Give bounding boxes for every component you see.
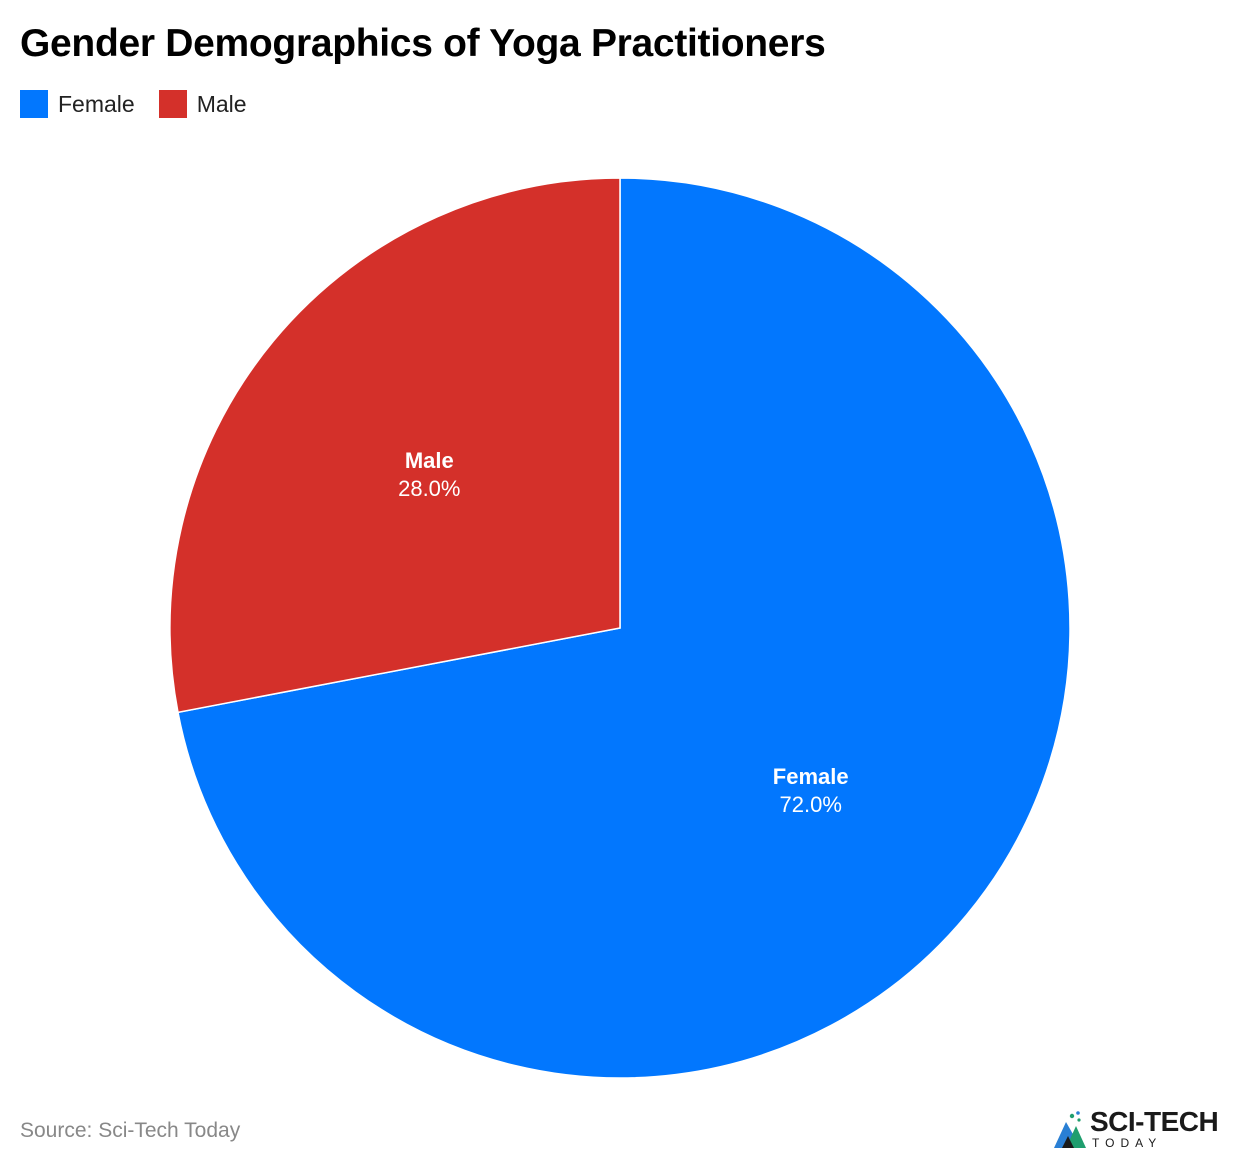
source-note: Source: Sci-Tech Today — [20, 1119, 241, 1142]
slice-label-female: Female — [773, 764, 849, 789]
legend-label-male: Male — [196, 90, 247, 117]
legend-swatch-male — [158, 90, 187, 118]
brand-name: SCI-TECH — [1090, 1106, 1219, 1137]
pie-slice-male — [169, 177, 621, 714]
slice-value-male: 28.0% — [398, 476, 460, 501]
pie-slice-female — [177, 177, 1071, 1079]
chart-title: Gender Demographics of Yoga Practitioner… — [20, 22, 826, 65]
slice-value-female: 72.0% — [780, 792, 842, 817]
legend: Female Male — [20, 90, 247, 118]
legend-item-female: Female — [20, 90, 135, 118]
legend-item-male: Male — [158, 90, 247, 118]
brand-mark-icon — [1054, 1111, 1086, 1148]
brand-logo: SCI-TECH TODAY — [1052, 1106, 1228, 1154]
legend-swatch-female — [20, 90, 48, 118]
brand-subtitle: TODAY — [1092, 1136, 1163, 1150]
legend-label-female: Female — [58, 90, 135, 117]
slice-label-male: Male — [405, 448, 454, 473]
